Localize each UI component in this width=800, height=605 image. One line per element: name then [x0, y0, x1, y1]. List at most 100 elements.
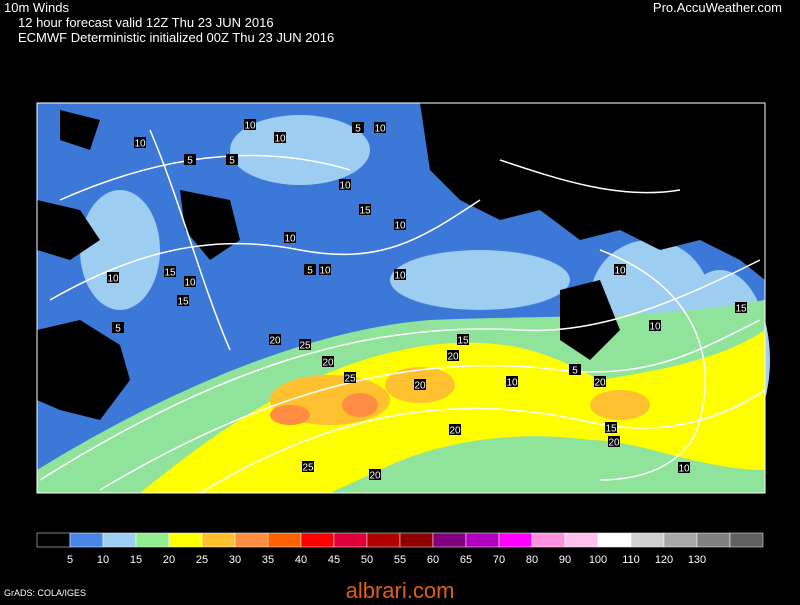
wind-label-box	[414, 379, 426, 390]
colorbar-label: 90	[559, 554, 571, 566]
wind-label: 10	[394, 271, 406, 282]
colorbar-label: 25	[196, 554, 208, 566]
colorbar-label: 5	[67, 554, 73, 566]
wind-label-box	[184, 154, 196, 165]
colorbar-box	[135, 532, 170, 548]
strong-wind-band	[140, 330, 765, 493]
colorbar-box	[597, 532, 632, 548]
wind-label-box	[274, 132, 286, 143]
wind-label-box	[134, 137, 146, 148]
colorbar-label: 65	[460, 554, 472, 566]
streamlines	[39, 129, 766, 494]
wind-label: 10	[184, 278, 196, 289]
wind-label: 5	[229, 156, 235, 167]
wind-label: 10	[284, 234, 296, 245]
wind-label-box	[678, 462, 690, 473]
colorbar: 5 10 15 20 25 30 35 40 45 50 55 60 65 70 80 90 100 110 120…	[36, 532, 764, 566]
wind-label: 15	[164, 268, 176, 279]
wind-label-box	[269, 334, 281, 345]
wind-label-box	[344, 372, 356, 383]
colorbar-label: 120	[655, 554, 673, 566]
colorbar-box	[267, 532, 302, 548]
wind-label-box	[605, 422, 617, 433]
colorbar-box	[630, 532, 665, 548]
source: Pro.AccuWeather.com	[653, 0, 782, 15]
wind-label-box	[164, 266, 176, 277]
wind-label-box	[244, 119, 256, 130]
wind-label-box	[184, 276, 196, 287]
colorbar-label: 55	[394, 554, 406, 566]
colorbar-box	[663, 532, 698, 548]
wind-label-box	[302, 461, 314, 472]
wind-label-box	[649, 320, 661, 331]
watermark: albrari.com	[346, 578, 455, 600]
wind-label-box	[369, 469, 381, 480]
wind-label-box	[614, 264, 626, 275]
wind-label-box	[299, 339, 311, 350]
wind-label-box	[112, 322, 124, 333]
wind-label-box	[569, 364, 581, 375]
wind-label: 20	[608, 438, 620, 449]
wind-label: 20	[322, 358, 334, 369]
wind-label: 10	[374, 124, 386, 135]
wind-label: 15	[359, 206, 371, 217]
colorbar-label: 10	[97, 554, 109, 566]
wind-label-box	[735, 302, 747, 313]
colorbar-label: 40	[295, 554, 307, 566]
wind-label: 10	[107, 274, 119, 285]
colorbar-box	[432, 532, 467, 548]
wind-label-box	[304, 264, 316, 275]
title: 10m Winds	[4, 0, 70, 15]
colorbar-box	[102, 532, 137, 548]
wind-label: 20	[369, 471, 381, 482]
wind-label-box	[506, 376, 518, 387]
colorbar-box	[465, 532, 500, 548]
wind-label: 10	[614, 266, 626, 277]
colorbar-label: 110	[622, 554, 640, 566]
wind-label-box	[594, 376, 606, 387]
wind-label: 20	[449, 426, 461, 437]
map-border	[36, 102, 766, 494]
wind-label: 10	[134, 139, 146, 150]
wind-label: 10	[244, 121, 256, 132]
wind-label: 15	[177, 297, 189, 308]
colorbar-box	[564, 532, 599, 548]
colorbar-label: 100	[589, 554, 607, 566]
wind-label-box	[319, 264, 331, 275]
colorbar-label: 20	[163, 554, 175, 566]
wind-label-box	[447, 350, 459, 361]
wind-label: 15	[457, 336, 469, 347]
wind-labels: 10 5 10 5 10 5 10 10 15 10 10 5 10 15 10 5 10 15 20 25 25 20 2…	[107, 119, 747, 482]
colorbar-box	[300, 532, 335, 548]
colorbar-label: 70	[493, 554, 505, 566]
wind-label: 5	[572, 366, 578, 377]
wind-label: 10	[339, 181, 351, 192]
wind-label-box	[177, 295, 189, 306]
wind-label: 25	[302, 463, 314, 474]
wind-label: 15	[605, 424, 617, 435]
wind-label: 5	[355, 124, 361, 135]
dark-orange-wind-cores	[270, 393, 378, 425]
wind-label-box	[457, 334, 469, 345]
colorbar-label: 30	[229, 554, 241, 566]
wind-label-box	[352, 122, 364, 133]
colorbar-label: 50	[361, 554, 373, 566]
colorbar-box	[333, 532, 368, 548]
colorbar-label: 45	[328, 554, 340, 566]
colorbar-box	[498, 532, 533, 548]
colorbar-box	[366, 532, 401, 548]
wind-label: 15	[735, 304, 747, 315]
wind-label: 10	[394, 221, 406, 232]
colorbar-label: 80	[526, 554, 538, 566]
map: 10 5 10 5 10 5 10 10 15 10 10 5 10 15 10 5 10 15 20 25 25 20 2…	[36, 102, 770, 494]
colorbar-box	[36, 532, 71, 548]
colorbar-box	[729, 532, 764, 548]
colorbar-label: 130	[688, 554, 706, 566]
wind-label: 10	[678, 464, 690, 475]
colorbar-box	[168, 532, 203, 548]
wind-label: 20	[594, 378, 606, 389]
wind-label: 5	[307, 266, 313, 277]
colorbar-box	[399, 532, 434, 548]
wind-label: 20	[269, 336, 281, 347]
